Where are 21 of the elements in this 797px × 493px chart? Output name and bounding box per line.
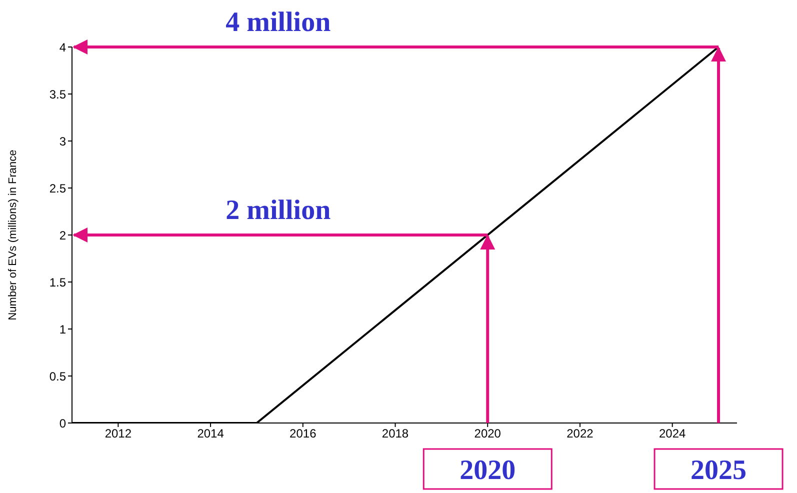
y-tick-label: 2.5 — [49, 181, 66, 196]
y-tick-label: 1.5 — [49, 275, 66, 290]
y-axis-title: Number of EVs (millions) in France — [6, 150, 19, 320]
x-tick-label: 2014 — [197, 426, 224, 441]
x-tick-label: 2022 — [566, 426, 594, 441]
y-tick-label: 2 — [59, 228, 66, 242]
ref-line-label: 4 million — [226, 7, 332, 38]
y-tick-label: 3 — [59, 134, 66, 148]
y-tick-label: 4 — [59, 40, 66, 54]
x-tick-label: 2024 — [658, 426, 686, 441]
y-tick-label: 0.5 — [49, 369, 66, 384]
y-tick-label: 3.5 — [49, 87, 66, 102]
y-tick-label: 1 — [59, 322, 66, 336]
y-tick-label: 0 — [59, 416, 66, 430]
ref-line-label: 2 million — [226, 195, 332, 226]
ref-line-label: 2025 — [690, 455, 747, 486]
x-tick-label: 2018 — [382, 426, 409, 441]
x-tick-label: 2012 — [104, 426, 132, 441]
ref-line-label: 2020 — [460, 455, 516, 486]
x-tick-label: 2016 — [290, 426, 317, 441]
x-tick-label: 2020 — [474, 426, 502, 441]
